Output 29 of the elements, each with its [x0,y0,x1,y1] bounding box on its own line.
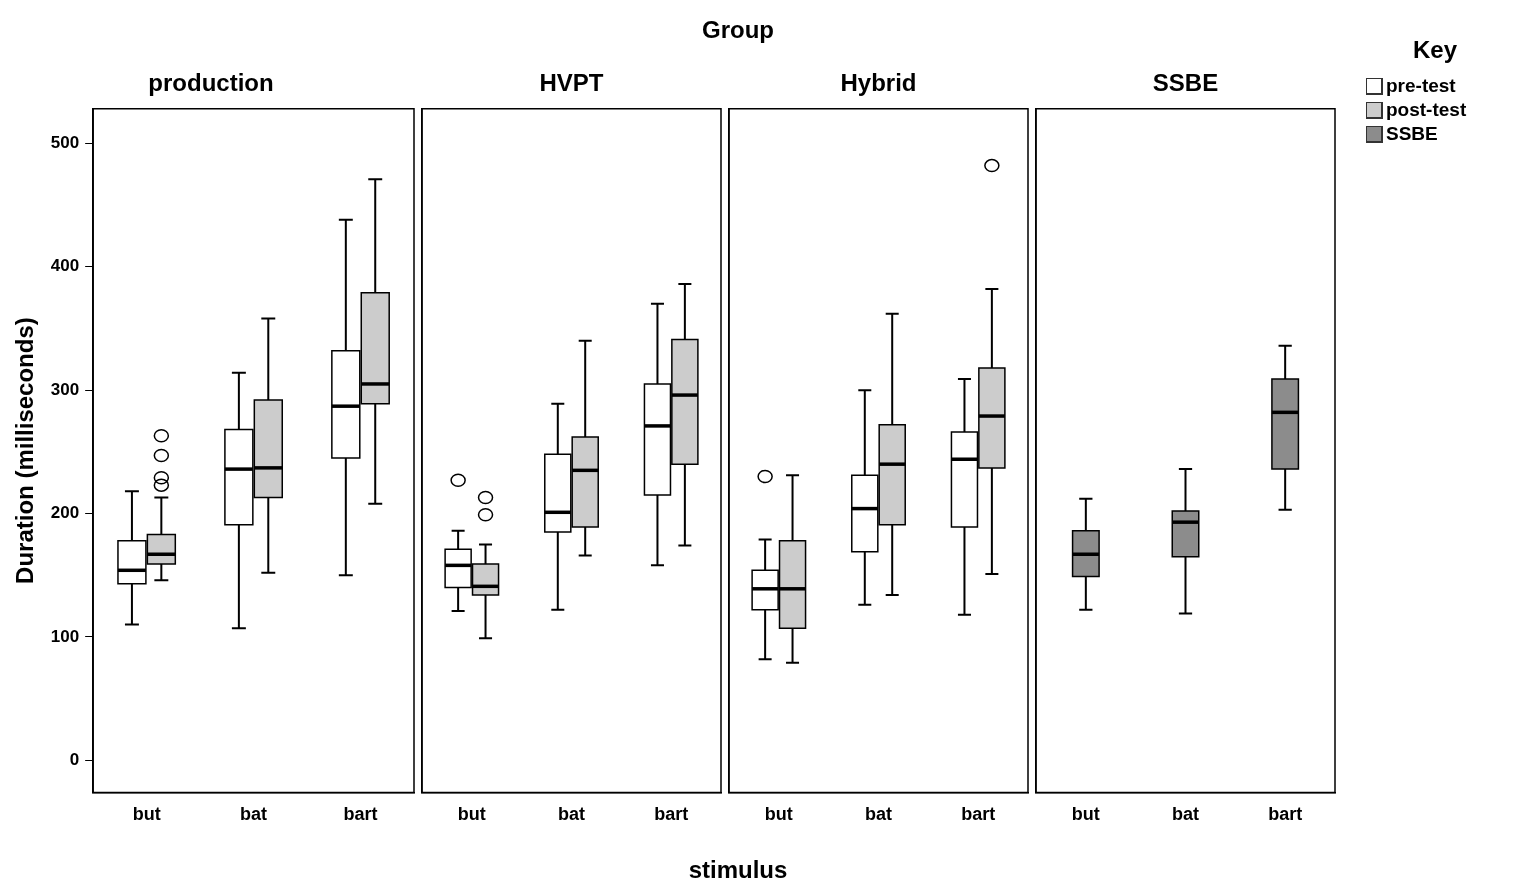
x-tick-label: but [1071,804,1100,825]
x-tick-label: bart [654,804,689,825]
y-tick-label: 0 [69,750,80,770]
x-tick-label: bart [961,804,996,825]
x-tick-label: but [132,804,161,825]
y-tick-label: 200 [50,503,80,523]
x-tick-label: but [457,804,486,825]
x-tick-label: bart [1268,804,1303,825]
legend-title: Key [1412,36,1458,64]
y-tick-label: 500 [50,133,80,153]
y-axis-title: Duration (milliseconds) [11,317,39,584]
chart-title: HVPT [539,69,604,97]
legend-label: post-test [1386,98,1467,122]
x-tick-label: bart [343,804,378,825]
y-tick-label: 100 [50,626,80,646]
y-tick-label: 400 [50,256,80,276]
chart-title: production [148,69,274,97]
x-tick-label: bat [558,804,586,825]
x-tick-label: bat [240,804,268,825]
chart-title: SSBE [1152,69,1219,97]
x-tick-label: bat [865,804,893,825]
x-tick-label: but [764,804,793,825]
chart-title: Hybrid [840,69,917,97]
y-tick-label: 300 [50,379,80,399]
text: stimulus [687,856,789,884]
x-tick-label: bat [1172,804,1200,825]
text: Group [701,16,775,44]
legend-label: pre-test [1386,74,1456,98]
legend-label: SSBE [1386,122,1438,146]
